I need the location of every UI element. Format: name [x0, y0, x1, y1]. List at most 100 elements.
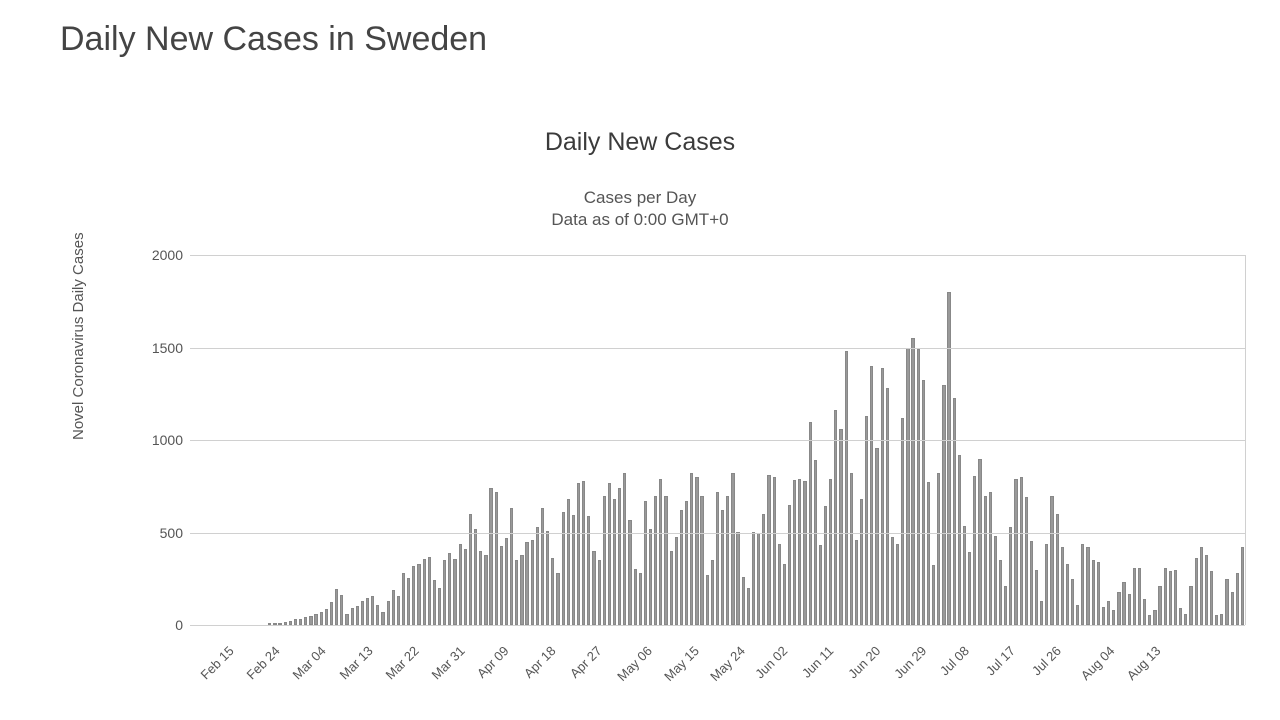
x-tick-label: Mar 04: [290, 643, 329, 682]
bar: [330, 602, 333, 625]
bar: [855, 540, 858, 625]
bar: [906, 348, 909, 626]
bar: [1138, 568, 1141, 625]
x-tick-label: Jul 08: [937, 643, 972, 678]
bar: [623, 473, 626, 625]
bar: [551, 558, 554, 625]
bar: [1102, 607, 1105, 626]
page-title: Daily New Cases in Sweden: [60, 20, 487, 59]
bar: [469, 514, 472, 625]
bar: [320, 612, 323, 625]
bar: [1035, 570, 1038, 626]
bar: [402, 573, 405, 625]
bar: [1086, 547, 1089, 625]
bar: [850, 473, 853, 625]
grid-line: [190, 533, 1245, 534]
bar: [345, 614, 348, 625]
plot-area: [190, 255, 1246, 625]
bar: [911, 338, 914, 625]
bar: [778, 544, 781, 625]
bar: [464, 549, 467, 625]
x-tick-label: Mar 22: [382, 643, 421, 682]
x-tick-label: Apr 09: [474, 643, 512, 681]
chart-subtitle-1: Cases per Day: [0, 188, 1280, 208]
chart-subtitle-2: Data as of 0:00 GMT+0: [0, 210, 1280, 230]
bar: [706, 575, 709, 625]
bar: [510, 508, 513, 625]
bar: [788, 505, 791, 625]
bar: [881, 368, 884, 625]
bar: [335, 589, 338, 625]
bar: [1236, 573, 1239, 625]
bar: [397, 596, 400, 625]
bar: [1174, 570, 1177, 626]
bar: [860, 499, 863, 625]
bar: [309, 616, 312, 625]
bar: [963, 526, 966, 625]
bar: [711, 560, 714, 625]
bar: [942, 385, 945, 626]
bar: [459, 544, 462, 625]
bar: [423, 559, 426, 625]
y-tick-label: 500: [160, 525, 183, 541]
bar: [809, 422, 812, 626]
bar: [474, 529, 477, 625]
bar: [1050, 496, 1053, 626]
bar: [520, 555, 523, 625]
bar: [644, 501, 647, 625]
bar: [865, 416, 868, 625]
bar: [716, 492, 719, 625]
bar: [731, 473, 734, 625]
bar: [598, 560, 601, 625]
bar: [891, 537, 894, 625]
bar: [1179, 608, 1182, 625]
bar: [1143, 599, 1146, 625]
bar: [783, 564, 786, 625]
bar: [798, 479, 801, 625]
bar: [973, 476, 976, 625]
bar: [618, 488, 621, 625]
bar: [443, 560, 446, 625]
bar: [433, 580, 436, 625]
bar: [675, 537, 678, 625]
bar: [572, 515, 575, 625]
bar: [1045, 544, 1048, 625]
x-tick-label: Aug 13: [1124, 643, 1164, 683]
bar: [1025, 497, 1028, 625]
bar: [659, 479, 662, 625]
y-axis-label: Novel Coronavirus Daily Cases: [70, 232, 87, 440]
bar: [546, 531, 549, 625]
bar: [525, 542, 528, 625]
bar: [968, 552, 971, 625]
x-tick-label: Jun 20: [845, 643, 883, 681]
bar: [639, 573, 642, 625]
bar: [515, 560, 518, 625]
bar: [685, 501, 688, 625]
bar: [1117, 592, 1120, 625]
bar: [381, 612, 384, 625]
bar: [376, 605, 379, 625]
grid-line: [190, 625, 1245, 626]
bar: [1071, 579, 1074, 625]
bar: [634, 569, 637, 625]
bar: [1210, 571, 1213, 625]
bar: [371, 596, 374, 625]
bar: [1092, 560, 1095, 625]
bar: [1004, 586, 1007, 625]
bar: [742, 577, 745, 625]
bar: [1009, 527, 1012, 625]
bar: [567, 499, 570, 625]
bar: [819, 545, 822, 625]
bar: [392, 590, 395, 625]
y-tick-label: 1500: [152, 340, 183, 356]
bar: [613, 499, 616, 625]
bar: [1020, 477, 1023, 625]
bar: [953, 398, 956, 625]
x-tick-label: May 06: [615, 643, 656, 684]
bar: [1169, 571, 1172, 625]
bar: [366, 598, 369, 625]
bar: [994, 536, 997, 625]
bar: [1061, 547, 1064, 625]
bar: [726, 496, 729, 626]
bar: [1056, 514, 1059, 625]
